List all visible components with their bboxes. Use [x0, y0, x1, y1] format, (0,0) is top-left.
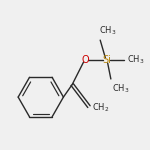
Text: CH$_3$: CH$_3$: [112, 82, 129, 95]
Text: CH$_3$: CH$_3$: [99, 24, 117, 37]
Text: Si: Si: [102, 55, 111, 65]
Text: CH$_2$: CH$_2$: [92, 101, 109, 114]
Text: CH$_3$: CH$_3$: [127, 53, 144, 66]
Text: O: O: [81, 55, 89, 65]
